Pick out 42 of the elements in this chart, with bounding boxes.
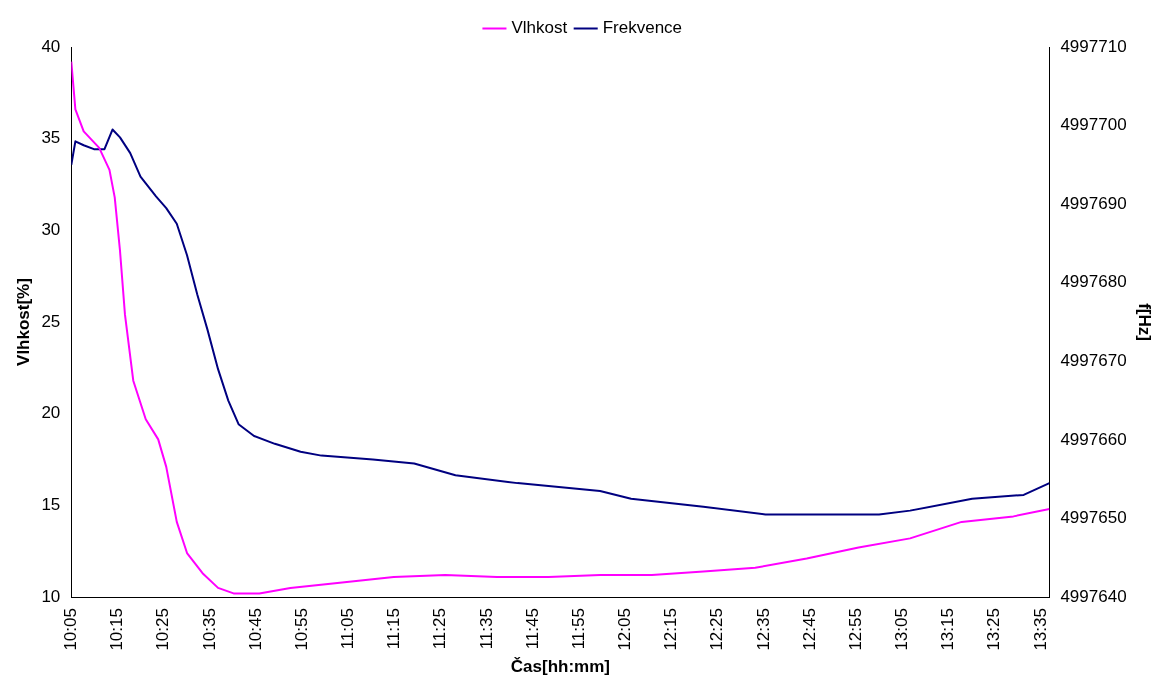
x-tick-label: 11:55 (568, 608, 588, 650)
x-tick-label: 10:35 (199, 608, 219, 651)
y-tick-label: 40 (41, 36, 61, 56)
y2-axis-title: f[Hz] (1135, 303, 1155, 341)
x-tick-label: 12:15 (661, 608, 681, 651)
legend-label: Vlhkost (511, 18, 568, 38)
y2-tick-label: 4997660 (1060, 429, 1127, 449)
y-tick-label: 30 (41, 220, 61, 240)
y2-tick-label: 4997700 (1060, 115, 1127, 135)
y-tick-label: 20 (41, 403, 61, 423)
x-tick-label: 10:05 (61, 608, 80, 651)
x-tick-label: 12:55 (845, 608, 865, 651)
y-tick-label: 25 (41, 311, 61, 331)
y2-tick-label: 4997710 (1060, 36, 1127, 56)
y-tick-label: 35 (41, 128, 61, 148)
x-tick-label: 10:25 (153, 608, 173, 651)
x-tick-label: 10:15 (107, 608, 127, 651)
x-tick-label: 12:45 (799, 608, 819, 651)
x-tick-label: 12:35 (753, 608, 773, 651)
x-tick-label: 11:25 (430, 608, 450, 650)
x-tick-label: 10:55 (291, 608, 311, 651)
x-tick-label: 13:35 (1030, 608, 1050, 651)
legend-label: Frekvence (602, 18, 683, 38)
y2-tick-label: 4997690 (1060, 193, 1127, 213)
x-axis-title: Čas[hh:mm] (510, 657, 610, 677)
y2-tick-label: 4997650 (1060, 508, 1127, 528)
x-tick-label: 12:25 (707, 608, 727, 651)
x-tick-label: 11:15 (384, 608, 404, 650)
y2-tick-label: 4997640 (1060, 586, 1127, 606)
x-tick-label: 13:05 (892, 608, 912, 651)
x-tick-label: 10:45 (245, 608, 265, 651)
x-tick-label: 13:25 (984, 608, 1004, 651)
x-tick-label: 11:45 (522, 608, 542, 650)
y2-tick-label: 4997680 (1060, 272, 1127, 292)
y-axis-title: Vlhkost[%] (13, 278, 33, 366)
x-tick-label: 13:15 (938, 608, 958, 651)
y-tick-label: 15 (41, 495, 61, 515)
y2-tick-label: 4997670 (1060, 351, 1127, 371)
x-tick-label: 11:05 (338, 608, 358, 650)
x-tick-label: 11:35 (476, 608, 496, 650)
x-tick-label: 12:05 (615, 608, 635, 651)
y-tick-label: 10 (41, 586, 61, 606)
